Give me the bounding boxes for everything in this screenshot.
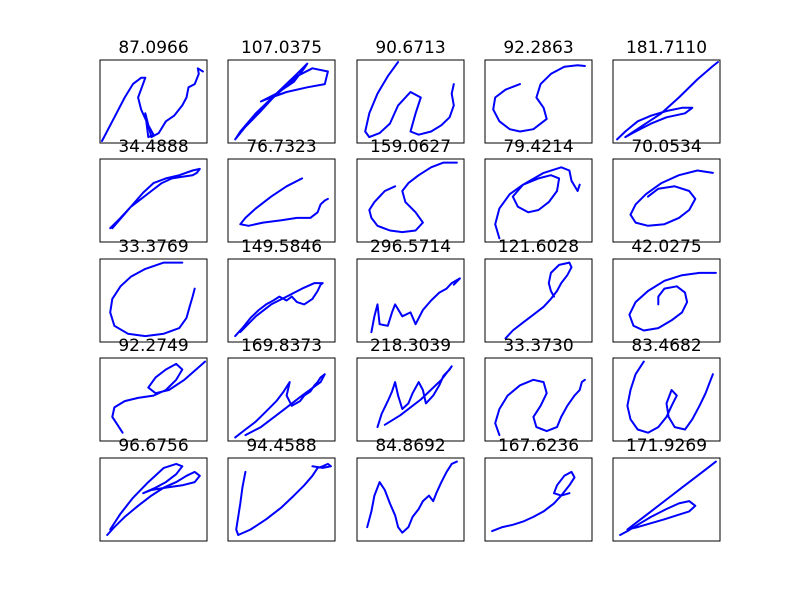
subplot-title: 33.3730 [503,336,573,356]
subplot-title: 83.4682 [631,336,701,356]
subplot-title: 70.0534 [631,137,701,157]
subplot-6: 34.4888 [99,137,208,243]
subplot-4: 92.2863 [484,38,593,144]
trajectory-line [626,360,714,434]
trajectory-line [235,462,332,536]
subplot-frame [99,59,208,144]
trajectory-line [616,61,719,141]
subplot-9: 79.4214 [484,137,593,243]
subplot-2: 107.0375 [227,38,336,144]
subplot-21: 96.6756 [99,436,208,542]
trajectory-line [629,169,714,227]
subplot-20: 83.4682 [612,336,721,442]
subplot-title: 76.7323 [246,137,316,157]
subplot-7: 76.7323 [227,137,336,243]
trajectory-line [111,360,206,434]
trajectory-line [234,62,329,141]
subplot-frame [484,158,593,243]
subplot-frame [227,357,336,442]
subplot-13: 296.5714 [356,237,465,343]
subplot-frame [484,258,593,343]
subplot-title: 94.4588 [246,436,316,456]
subplot-12: 149.5846 [227,237,336,343]
trajectory-line [370,277,461,334]
trajectory-line [619,460,717,536]
trajectory-line [366,460,458,534]
subplot-title: 34.4888 [118,137,188,157]
subplot-title: 84.8692 [375,436,445,456]
subplot-title: 181.7110 [626,38,707,58]
subplot-frame [227,457,336,542]
subplot-title: 171.9269 [626,436,707,456]
subplot-frame [356,158,465,243]
subplot-title: 42.0275 [631,237,701,257]
subplot-24: 167.6236 [484,436,593,542]
subplot-title: 79.4214 [503,137,573,157]
subplot-title: 90.6713 [375,38,445,58]
trajectory-line [491,470,576,533]
trajectory-line [492,64,586,133]
subplot-title: 149.5846 [241,237,322,257]
subplot-10: 70.0534 [612,137,721,243]
subplot-frame [612,158,721,243]
subplot-title: 167.6236 [498,436,579,456]
subplot-11: 33.3769 [99,237,208,343]
trajectory-line [494,378,586,437]
subplot-frame [356,258,465,343]
subplot-title: 121.6028 [498,237,579,257]
subplot-14: 121.6028 [484,237,593,343]
subplot-19: 33.3730 [484,336,593,442]
subplot-frame [227,158,336,243]
subplot-title: 96.6756 [118,436,188,456]
trajectory-line [628,271,717,332]
trajectory-line [109,167,201,230]
subplot-grid: 87.0966 107.0375 90.6713 92.2863 181.7110 34.… [99,38,721,542]
subplot-5: 181.7110 [612,38,721,144]
trajectory-line [376,365,453,429]
subplot-frame [612,59,721,144]
subplot-23: 84.8692 [356,436,465,542]
subplot-title: 33.3769 [118,237,188,257]
subplot-1: 87.0966 [99,38,208,144]
trajectory-line [106,462,201,536]
trajectory-line [239,177,329,227]
subplot-frame [227,59,336,144]
subplot-17: 169.8373 [227,336,336,442]
subplot-16: 92.2749 [99,336,208,442]
subplot-title: 296.5714 [370,237,451,257]
trajectory-line [504,261,573,340]
subplot-15: 42.0275 [612,237,721,343]
subplot-frame [99,158,208,243]
subplot-title: 92.2749 [118,336,188,356]
subplot-frame [612,258,721,343]
trajectory-line [234,282,324,338]
subplot-title: 107.0375 [241,38,322,58]
subplot-frame [99,457,208,542]
trajectory-line [364,61,455,139]
subplot-18: 218.3039 [356,336,465,442]
subplot-25: 171.9269 [612,436,721,542]
subplot-frame [227,258,336,343]
subplot-frame [99,357,208,442]
subplot-title: 159.0627 [370,137,451,157]
subplot-22: 94.4588 [227,436,336,542]
subplot-8: 159.0627 [356,137,465,243]
subplot-title: 92.2863 [503,38,573,58]
subplot-title: 218.3039 [370,336,451,356]
subplot-title: 169.8373 [241,336,322,356]
subplot-title: 87.0966 [118,38,188,58]
trajectory-line [101,67,204,142]
subplot-3: 90.6713 [356,38,465,144]
trajectory-line [234,373,326,439]
trajectory-line [494,166,581,240]
trajectory-line [368,161,458,234]
trajectory-line [109,261,196,338]
